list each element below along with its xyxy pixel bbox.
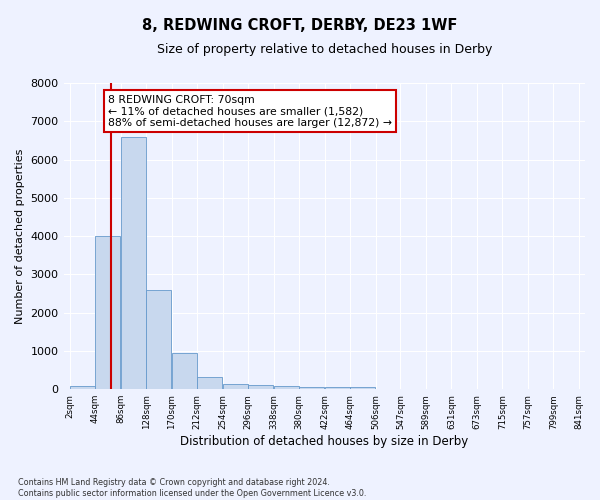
Text: Contains HM Land Registry data © Crown copyright and database right 2024.
Contai: Contains HM Land Registry data © Crown c… (18, 478, 367, 498)
Title: Size of property relative to detached houses in Derby: Size of property relative to detached ho… (157, 42, 492, 56)
Bar (248, 384, 274, 389)
Bar (146, 290, 172, 389)
Bar (299, 386, 325, 389)
Bar (274, 386, 299, 389)
X-axis label: Distribution of detached houses by size in Derby: Distribution of detached houses by size … (180, 434, 469, 448)
Bar (95, 236, 121, 389)
Bar (325, 388, 350, 389)
Bar (172, 353, 197, 389)
Y-axis label: Number of detached properties: Number of detached properties (15, 148, 25, 324)
Text: 8, REDWING CROFT, DERBY, DE23 1WF: 8, REDWING CROFT, DERBY, DE23 1WF (142, 18, 458, 32)
Bar (70, 386, 95, 389)
Text: 8 REDWING CROFT: 70sqm
← 11% of detached houses are smaller (1,582)
88% of semi-: 8 REDWING CROFT: 70sqm ← 11% of detached… (108, 94, 392, 128)
Bar (121, 136, 146, 389)
Bar (350, 387, 376, 389)
Bar (223, 384, 248, 389)
Bar (197, 376, 223, 389)
